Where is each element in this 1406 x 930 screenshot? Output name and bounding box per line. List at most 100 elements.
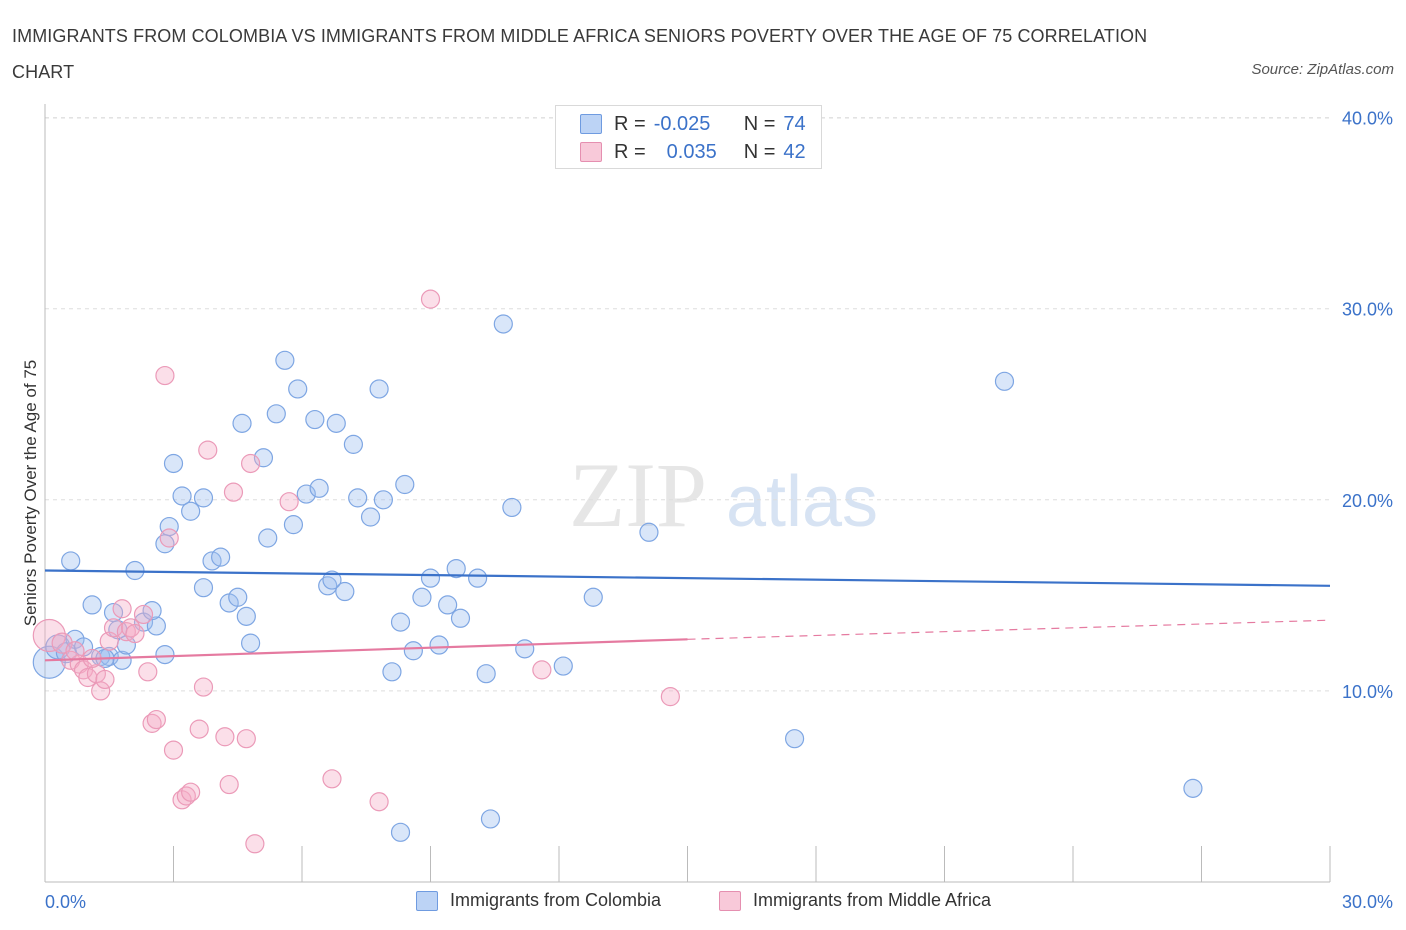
stats-legend-row-colombia: R = -0.025 N = 74 [580,110,806,138]
point-colombia [553,656,573,676]
point-middle-africa [369,792,389,812]
trend-line-middle-africa-extension [687,619,1331,640]
point-colombia [1183,778,1203,798]
r-label: R = [614,112,646,135]
point-colombia [193,578,214,598]
point-colombia [468,568,488,588]
point-colombia [493,314,513,334]
point-colombia [258,528,278,548]
point-colombia [155,644,175,665]
point-colombia [360,507,381,527]
chart-title: IMMIGRANTS FROM COLOMBIA VS IMMIGRANTS F… [12,26,1148,82]
point-middle-africa [181,782,201,802]
x-tick-label: 30.0% [1342,892,1393,912]
point-colombia [429,635,449,655]
point-colombia [390,822,411,842]
legend-label-colombia: Immigrants from Colombia [450,890,662,910]
r-value-colombia: -0.025 [653,112,711,135]
legend-item-colombia: Immigrants from Colombia [416,890,661,911]
point-colombia [412,587,432,607]
point-colombia [112,650,132,670]
point-colombia [382,662,402,682]
point-colombia [193,488,214,508]
point-middle-africa [146,709,166,730]
point-middle-africa [125,623,145,644]
point-middle-africa [532,660,552,680]
r-value-middle-africa: 0.035 [666,140,717,163]
point-middle-africa [660,687,680,707]
point-colombia [163,453,184,474]
stats-legend-row-middle-africa: R = 0.035 N = 42 [580,138,806,166]
legend-swatch-blue [416,890,438,911]
point-colombia [82,595,102,615]
n-value-middle-africa: 42 [783,140,806,163]
point-colombia [61,551,81,571]
trend-line-middle-africa [44,638,688,662]
x-tick-label: 0.0% [45,892,86,912]
y-tick-label: 10.0% [1342,682,1393,702]
point-colombia [502,497,522,518]
point-colombia [322,570,342,590]
point-colombia [450,608,471,628]
point-colombia [309,478,329,498]
point-middle-africa [322,769,342,789]
point-middle-africa [91,681,111,701]
legend-item-middle-africa: Immigrants from Middle Africa [719,890,991,911]
legend-swatch-pink [580,142,602,162]
point-colombia [583,587,603,607]
point-colombia [266,404,286,424]
point-middle-africa [32,618,66,653]
n-label: N = [743,140,776,163]
point-colombia [326,413,346,433]
point-colombia [480,809,501,829]
point-middle-africa [193,677,214,697]
trend-lines [44,569,1331,662]
watermark-atlas: atlas [726,462,878,542]
point-middle-africa [279,492,299,512]
point-middle-africa [236,729,256,749]
point-colombia [172,486,192,506]
point-colombia [305,409,325,430]
point-middle-africa [95,669,115,690]
point-middle-africa [155,365,175,386]
tick-labels: 10.0% 20.0% 30.0% 40.0% 0.0% 30.0% [45,109,1393,912]
point-middle-africa [159,528,179,548]
n-value-colombia: 74 [783,112,806,135]
n-label: N = [743,112,776,135]
point-middle-africa [112,599,132,619]
r-label: R = [614,140,646,163]
point-colombia [181,501,201,521]
point-colombia [335,581,355,602]
y-tick-label: 40.0% [1342,109,1393,129]
y-tick-label: 20.0% [1342,491,1393,511]
point-colombia [228,587,248,607]
point-colombia [515,639,535,659]
point-middle-africa [51,632,73,654]
point-middle-africa [65,641,85,661]
point-colombia [403,641,423,661]
point-middle-africa [241,453,261,474]
point-colombia [446,558,466,579]
point-colombia [343,434,363,454]
point-middle-africa [215,727,235,747]
point-middle-africa [198,440,218,460]
point-colombia [275,350,295,370]
point-colombia [236,606,256,626]
point-middle-africa [163,740,184,760]
legend-swatch-blue [580,114,602,134]
data-points [32,289,1203,854]
point-colombia [395,474,415,495]
point-colombia [639,522,659,542]
axes [44,104,1331,883]
point-middle-africa [223,482,244,502]
legend-swatch-pink [719,890,741,911]
chart-source: Source: ZipAtlas.com [1251,61,1394,78]
point-colombia [994,371,1015,391]
stats-legend: R = -0.025 N = 74 R = 0.035 N = 42 [555,105,822,169]
point-colombia [476,664,496,684]
point-colombia [348,488,368,508]
point-colombia [784,729,805,749]
point-colombia [241,633,261,653]
point-middle-africa [103,618,124,638]
point-middle-africa [219,774,239,795]
